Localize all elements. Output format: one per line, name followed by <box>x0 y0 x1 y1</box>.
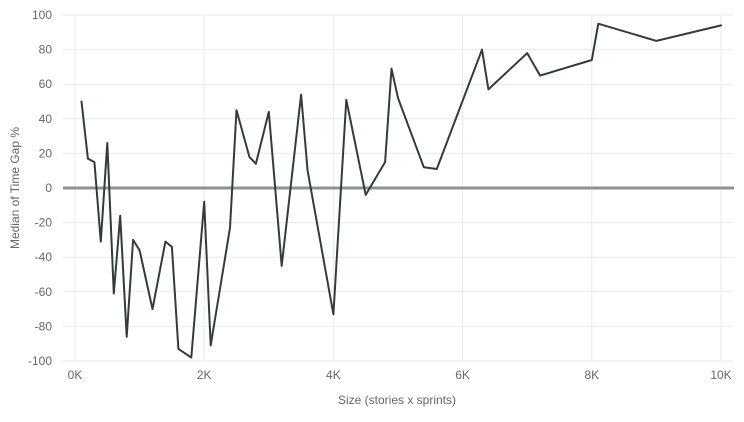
y-tick-label: 20 <box>39 146 53 160</box>
y-axis-label: Median of Time Gap % <box>8 127 22 249</box>
y-tick-label: -40 <box>35 250 53 264</box>
x-tick-label: 2K <box>197 368 212 382</box>
series-line <box>80 22 722 359</box>
x-tick-label: 4K <box>326 368 341 382</box>
y-tick-label: 80 <box>39 43 53 57</box>
x-axis-label: Size (stories x sprints) <box>338 393 456 407</box>
x-tick-label: 6K <box>455 368 470 382</box>
y-tick-label: 100 <box>32 8 52 22</box>
y-tick-label: -80 <box>35 319 53 333</box>
x-tick-label: 0K <box>68 368 83 382</box>
y-tick-label: 40 <box>39 112 53 126</box>
y-tick-label: 60 <box>39 77 53 91</box>
series-group <box>80 22 722 359</box>
x-tick-label: 8K <box>584 368 599 382</box>
y-tick-label: -60 <box>35 285 53 299</box>
y-tick-label: -20 <box>35 216 53 230</box>
y-tick-label: -100 <box>28 354 52 368</box>
y-tick-label: 0 <box>45 181 52 195</box>
y-axis-tick-labels: 100 80 60 40 20 0 -20 -40 -60 -80 -100 <box>28 8 52 368</box>
x-tick-label: 10K <box>710 368 731 382</box>
x-axis-tick-labels: 0K 2K 4K 6K 8K 10K <box>68 368 732 382</box>
